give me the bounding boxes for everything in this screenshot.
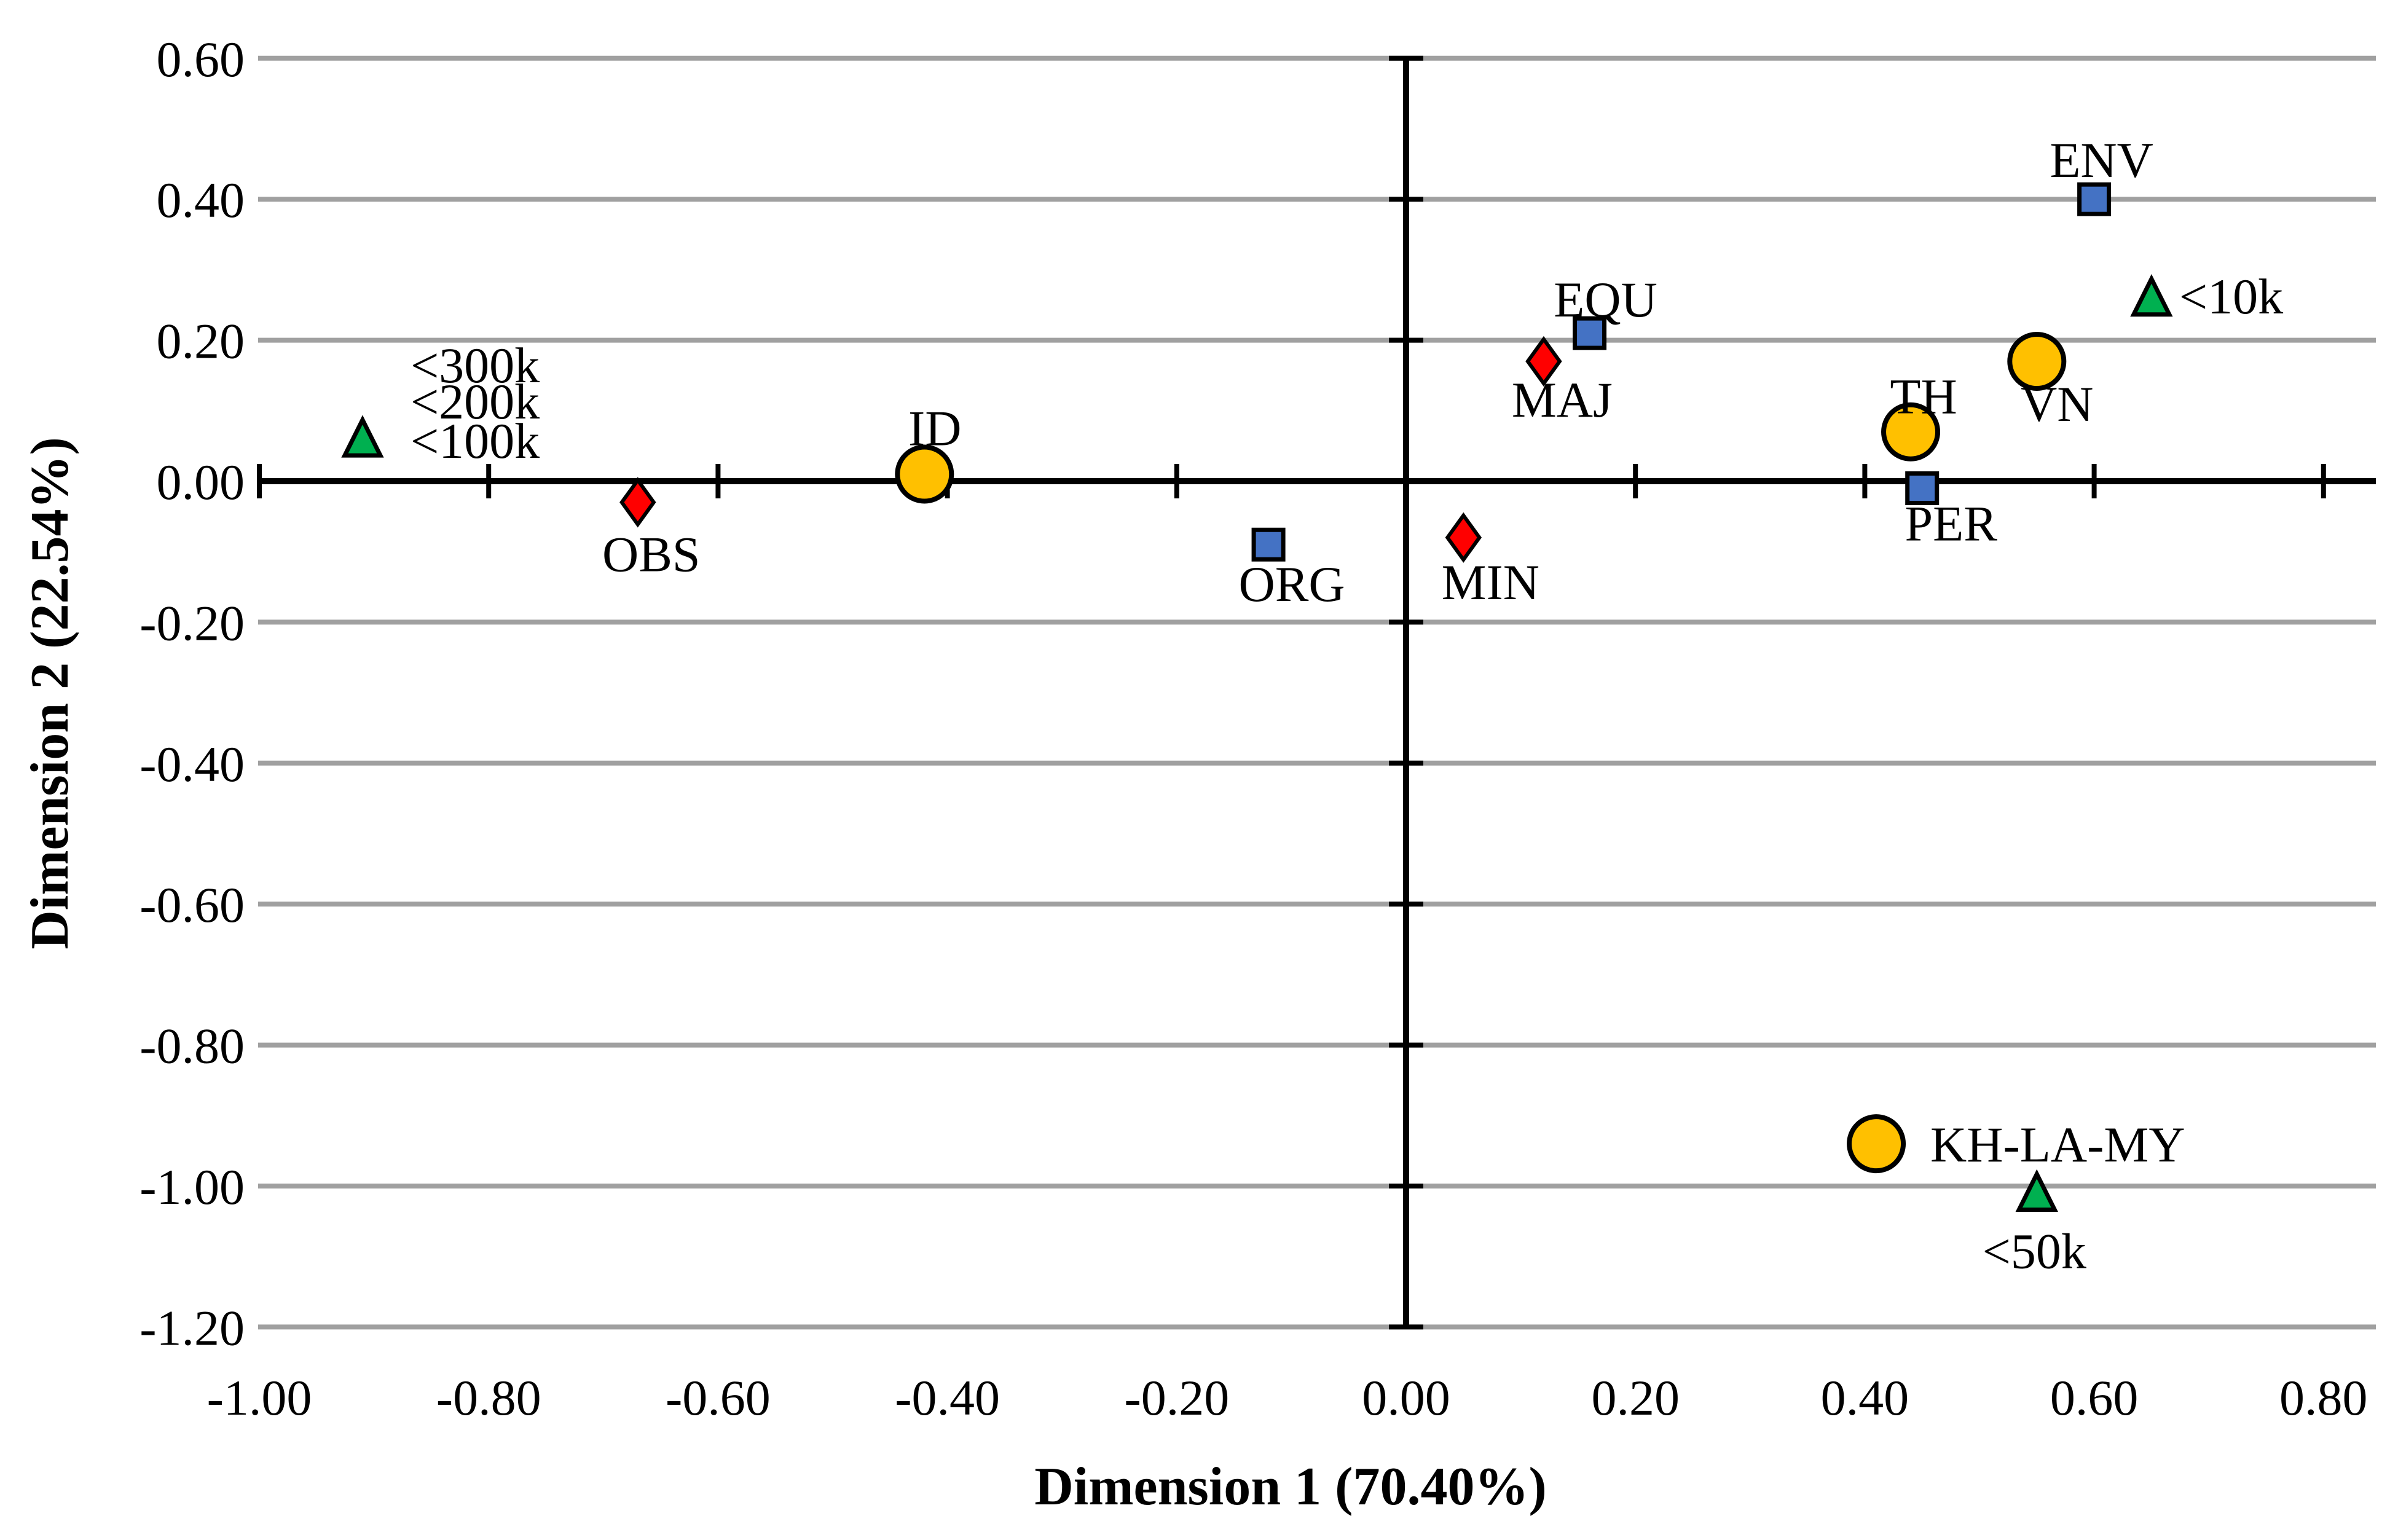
y-tick-label-0-20: -0.20 [140,595,245,651]
marker-50k [2015,1169,2058,1212]
gridlines-layer [258,55,2376,1330]
point-label-min: MIN [1442,554,1539,610]
point-label-100k: <100k [411,413,540,469]
marker-vn [2007,332,2067,391]
y-axis-title: Dimension 2 (22.54%) [20,437,80,949]
x-tick-label-0-20: -0.20 [1124,1370,1229,1426]
marker-min [1445,512,1482,563]
point-label-10k: <10k [2179,269,2283,324]
marker-kh-la-my [1847,1114,1906,1174]
y-tick-label-0-60: -0.60 [140,877,245,933]
marker-env [2077,182,2112,216]
x-tick-label-0-60: 0.60 [2050,1370,2139,1426]
marker-th [1881,402,1941,462]
marker-equ [1573,316,1607,350]
x-tick-label-0-80: 0.80 [2279,1370,2368,1426]
marker-maj [1525,336,1562,387]
x-tick-label-0-20: 0.20 [1591,1370,1680,1426]
axes-layer [257,55,2376,1330]
y-tick-label-1-20: -1.20 [140,1300,245,1356]
y-tick-label-1-00: -1.00 [140,1159,245,1215]
x-tick-label-0-40: 0.40 [1821,1370,1909,1426]
x-tick-label-0-00: 0.00 [1362,1370,1450,1426]
point-label-id: ID [908,401,962,457]
marker-10k [2130,273,2173,317]
data-markers-layer [341,182,2173,1212]
x-tick-label-0-40: -0.40 [895,1370,1000,1426]
y-tick-label-0-80: -0.80 [140,1018,245,1074]
point-label-env: ENV [2050,132,2153,188]
y-tick-label-0-40: -0.40 [140,736,245,792]
tick-labels-layer: -1.00 -0.80 -0.60 -0.40 -0.20 0.00 0.20 0.40 0.6… [140,31,2367,1426]
y-tick-label-0-60: 0.60 [157,31,245,87]
marker-city-under-300k-200k-100k [341,415,384,458]
point-label-200k: <200k [411,374,540,430]
marker-org [1251,527,1286,562]
point-label-300k: <300k [411,337,540,393]
x-tick-label-0-60: -0.60 [666,1370,771,1426]
x-axis-title: Dimension 1 (70.40%) [1034,1457,1547,1517]
point-label-per: PER [1905,495,1998,551]
point-label-vn: VN [2021,376,2093,432]
point-label-obs: OBS [602,526,701,582]
point-label-kh-la-my: KH-LA-MY [1930,1117,2185,1173]
y-tick-label-0-20: 0.20 [157,313,245,369]
x-tick-label-1-00: -1.00 [207,1370,312,1426]
point-label-maj: MAJ [1512,372,1613,428]
marker-id [895,444,954,504]
point-label-equ: EQU [1554,272,1657,328]
marker-obs [619,477,656,528]
y-tick-label-0-00: 0.00 [157,454,245,510]
point-label-org: ORG [1239,556,1345,612]
y-tick-label-0-40: 0.40 [157,172,245,228]
x-tick-label-0-80: -0.80 [436,1370,541,1426]
point-label-50k: <50k [1983,1223,2086,1279]
point-labels-layer: ID TH VN KH-LA-MY ENV EQU ORG PER OBS MAJ MIN <300k… [411,132,2283,1279]
point-label-th: TH [1890,369,1957,425]
marker-per [1905,471,1940,505]
